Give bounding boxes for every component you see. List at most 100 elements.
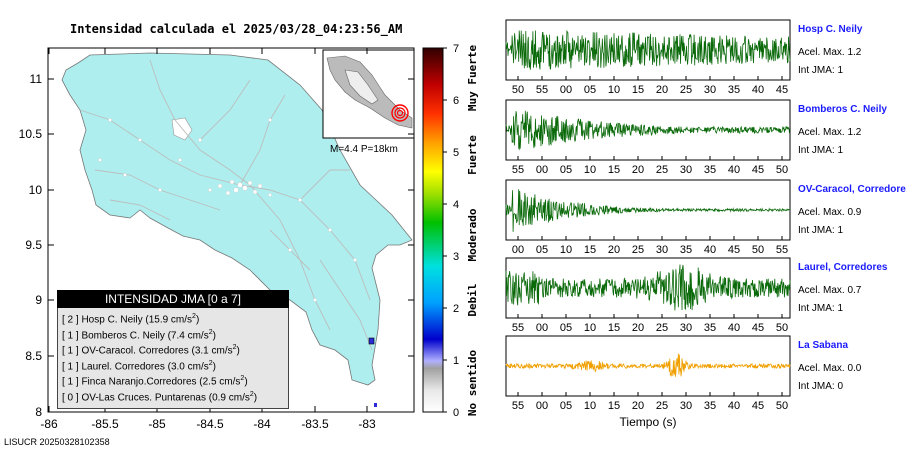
station-accel: Acel. Max. 0.7 — [798, 285, 862, 296]
waveform-trace — [505, 353, 791, 377]
waveform-tick-label: 55 — [512, 164, 524, 176]
waveform-tick-label: 05 — [560, 164, 572, 176]
legend-accel: (3.1 cm/s — [191, 345, 233, 357]
waveform-tick-label: 45 — [752, 400, 764, 412]
waveform-tick-label: 10 — [608, 84, 620, 96]
x-tick-label: -83.5 — [301, 417, 329, 431]
colorbar-category-label: Debil — [466, 283, 479, 316]
colorbar-tick-label: 2 — [453, 303, 459, 315]
x-tick-label: -85 — [148, 417, 166, 431]
waveform-tick-label: 10 — [584, 400, 596, 412]
station-jma: Int JMA: 0 — [798, 381, 844, 392]
station-jma: Int JMA: 1 — [798, 303, 844, 314]
legend-accel-exp: 2 — [208, 328, 213, 336]
x-tick-label: -85.5 — [91, 417, 119, 431]
waveform-tick-label: 20 — [608, 244, 620, 256]
colorbar-tick-label: 6 — [453, 95, 459, 107]
waveform-tick-label: 30 — [704, 84, 716, 96]
station-name: Hosp C. Neily — [798, 24, 863, 35]
waveform-tick-label: 40 — [728, 164, 740, 176]
y-tick-label: 10 — [29, 183, 43, 197]
colorbar-tick-label: 0 — [453, 407, 459, 419]
waveform-tick-label: 45 — [752, 164, 764, 176]
legend-accel: (3.0 cm/s — [167, 360, 209, 372]
waveform-tick-label: 00 — [512, 244, 524, 256]
colorbar-category-label: Fuerte — [466, 135, 479, 175]
waveform-tick-label: 15 — [632, 84, 644, 96]
x-tick-label: -84 — [253, 417, 271, 431]
waveform-trace — [505, 29, 791, 71]
colorbar-gradient — [422, 47, 444, 413]
legend-box — [57, 290, 289, 409]
waveform-tick-label: 55 — [776, 244, 788, 256]
waveform-tick-label: 30 — [680, 322, 692, 334]
station-marker-small — [374, 403, 377, 407]
inset-country — [344, 69, 379, 105]
inset-map — [322, 49, 415, 139]
map-axes: -86 -85.5 -85 -84.5 -84 -83.5 -83 11 10.5 10 9.5 9 8… — [19, 48, 414, 431]
waveform-tick-label: 15 — [608, 164, 620, 176]
waveform-tick-label: 50 — [776, 400, 788, 412]
waveform-tick-label: 05 — [560, 400, 572, 412]
waveform-tick-label: 10 — [584, 322, 596, 334]
x-tick-label: -84.5 — [196, 417, 224, 431]
y-tick-label: 11 — [30, 72, 43, 86]
station-jma: Int JMA: 1 — [798, 145, 844, 156]
station-name: Laurel, Corredores — [798, 262, 888, 273]
colorbar-tick-label: 1 — [453, 355, 459, 367]
waveform-tick-label: 15 — [584, 244, 596, 256]
station-jma: Int JMA: 1 — [798, 65, 844, 76]
waveform-tick-label: 50 — [752, 244, 764, 256]
legend-intensity: [ 0 ] — [62, 391, 82, 403]
waveform-tick-label: 05 — [584, 84, 596, 96]
waveform-tick-label: 40 — [704, 244, 716, 256]
waveform-tick-label: 20 — [632, 322, 644, 334]
waveform-panel: 50 55 00 05 10 15 20 25 30 35 40 45 — [505, 19, 791, 96]
waveform-tick-label: 50 — [512, 84, 524, 96]
waveform-tick-label: 50 — [776, 164, 788, 176]
y-tick-label: 10.5 — [19, 127, 43, 141]
waveform-tick-label: 35 — [704, 322, 716, 334]
waveform-tick-label: 30 — [680, 164, 692, 176]
time-axis-label: Tiempo (s) — [620, 415, 677, 429]
legend-station: OV-Las Cruces. Puntarenas — [81, 391, 209, 403]
y-tick-label: 9.5 — [25, 238, 42, 252]
colorbar-tick-label: 3 — [453, 251, 459, 263]
legend-station: Bomberos C. Neily — [81, 329, 168, 341]
legend-intensity: [ 1 ] — [62, 329, 82, 341]
y-tick-label: 8 — [35, 405, 42, 419]
waveform-tick-label: 35 — [728, 84, 740, 96]
waveform-tick-label: 00 — [560, 84, 572, 96]
legend-intensity: [ 1 ] — [62, 360, 82, 372]
station-name: La Sabana — [798, 340, 849, 351]
waveform-tick-label: 25 — [656, 164, 668, 176]
waveform-tick-label: 10 — [584, 164, 596, 176]
waveform-tick-label: 20 — [632, 164, 644, 176]
station-accel: Acel. Max. 0.9 — [798, 207, 862, 218]
waveform-tick-label: 15 — [608, 400, 620, 412]
legend-accel-close: ) — [236, 345, 240, 357]
waveform-tick-label: 35 — [704, 400, 716, 412]
waveform-tick-label: 50 — [776, 322, 788, 334]
waveform-tick-label: 45 — [752, 322, 764, 334]
legend-row: [ 1 ] OV-Caracol. Corredores (3.1 cm/s2) — [62, 344, 240, 356]
colorbar: 0 1 2 3 4 5 6 7 No sentido Debil Moderado Fuerte Muy… — [422, 43, 479, 419]
waveform-tick-label: 25 — [680, 84, 692, 96]
legend-accel-exp: 2 — [208, 359, 213, 367]
waveform-frame — [505, 19, 791, 81]
waveform-tick-label: 40 — [752, 84, 764, 96]
waveform-tick-label: 00 — [536, 400, 548, 412]
legend-accel-exp: 2 — [240, 375, 245, 382]
legend-title: INTENSIDAD JMA [0 a 7] — [57, 290, 289, 308]
station-marker — [368, 337, 375, 345]
waveform-tick-label: 40 — [728, 322, 740, 334]
legend-accel: (2.5 cm/s — [199, 376, 241, 388]
legend-row: [ 1 ] Finca Naranjo.Corredores (2.5 cm/s… — [62, 375, 248, 387]
legend-accel-exp: 2 — [249, 390, 254, 398]
waveform-tick-label: 55 — [512, 400, 524, 412]
waveform-tick-label: 15 — [608, 322, 620, 334]
legend-intensity: [ 2 ] — [62, 314, 82, 326]
legend-accel-close: ) — [212, 329, 216, 341]
colorbar-category-label: No sentido — [466, 350, 479, 417]
legend-accel: (7.4 cm/s — [167, 329, 209, 341]
